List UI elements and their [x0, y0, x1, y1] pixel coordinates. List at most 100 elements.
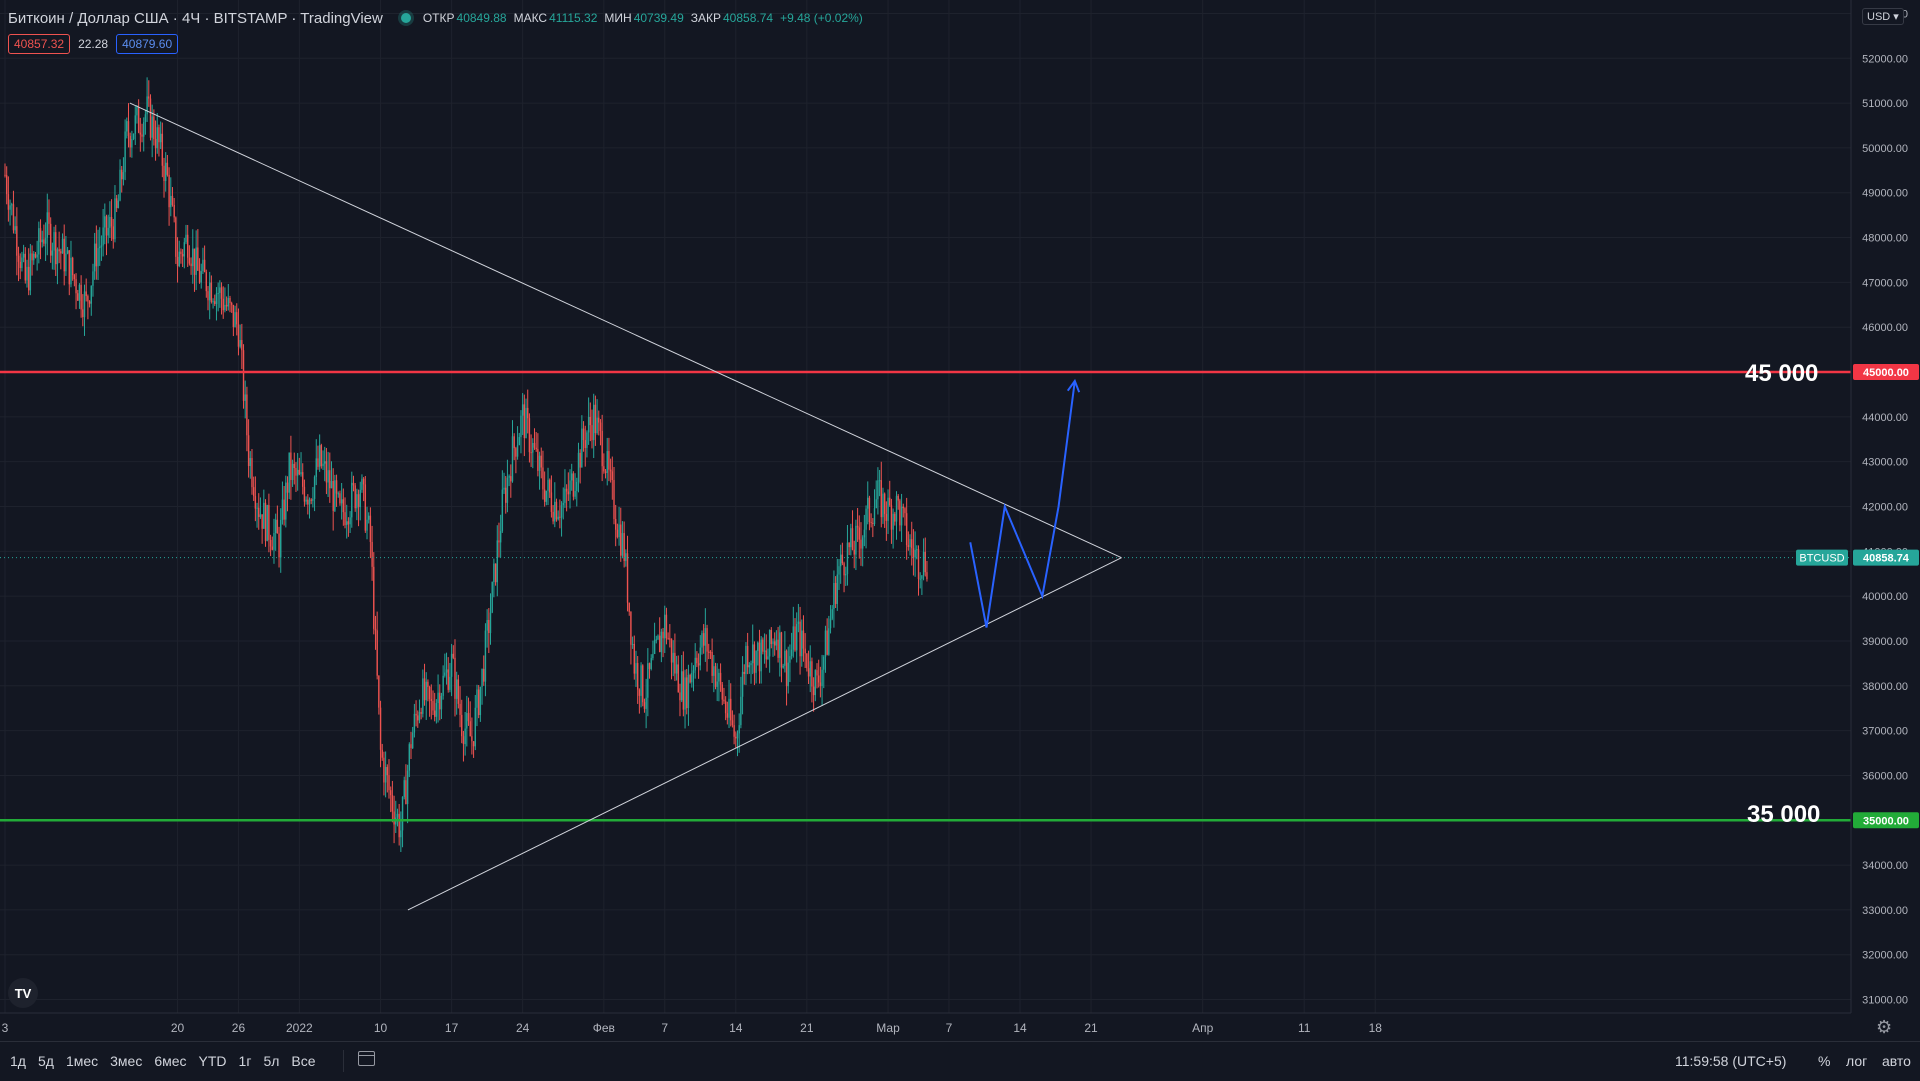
symbol-title[interactable]: Биткоин / Доллар США · 4Ч · BITSTAMP · T… [8, 9, 383, 27]
candle-up [760, 639, 762, 672]
candle-up [315, 458, 317, 477]
candle-up [877, 480, 879, 500]
candle-down [225, 304, 228, 307]
candle-down [726, 713, 729, 718]
candle-down [153, 116, 155, 140]
candle-up [366, 519, 368, 531]
range-ytd[interactable]: YTD [198, 1053, 227, 1069]
candle-up [569, 480, 571, 495]
candle-down [743, 671, 745, 674]
candle-down [555, 501, 558, 520]
candle-down [344, 512, 346, 526]
candle-up [122, 172, 125, 180]
candle-up [425, 681, 427, 701]
candle-up [863, 529, 866, 538]
candle-up [170, 195, 172, 208]
log-toggle[interactable]: лог [1846, 1053, 1868, 1069]
candle-up [489, 612, 492, 634]
candle-down [77, 293, 79, 301]
candle-up [618, 524, 620, 538]
candle-up [413, 713, 416, 733]
candle-down [80, 284, 82, 310]
candle-down [376, 630, 378, 676]
candle-down [609, 469, 612, 472]
candle-down [579, 452, 581, 468]
clock-timezone[interactable]: 11:59:58 (UTC+5) [1675, 1053, 1787, 1069]
candle-down [214, 301, 216, 304]
candle-up [239, 340, 241, 347]
candle-up [435, 703, 438, 717]
candle-down [549, 479, 551, 493]
candle-down [220, 287, 223, 299]
currency-button[interactable]: USD ▾ [1862, 8, 1904, 25]
range-5y[interactable]: 5л [263, 1053, 280, 1069]
candle-up [476, 689, 478, 708]
candle-down [477, 689, 480, 716]
candle-down [604, 471, 607, 473]
candle-up [368, 515, 370, 520]
price-chart[interactable]: 31000.00 32000.00 33000.00 34000.00 35000.00… [0, 0, 1920, 1041]
candle-up [61, 238, 64, 254]
candle-down [242, 350, 245, 401]
price-tick-label: 51000.00 [1862, 98, 1908, 110]
candle-up [466, 713, 468, 729]
price-tick-label: 50000.00 [1862, 143, 1908, 155]
candle-up [501, 489, 504, 532]
price-tick-label: 49000.00 [1862, 188, 1908, 200]
candle-up [224, 304, 226, 311]
candle-down [868, 497, 871, 523]
candle-down [247, 435, 250, 467]
range-5d[interactable]: 5д [37, 1053, 54, 1069]
candle-down [452, 653, 454, 658]
candle-down [494, 563, 497, 583]
buy-price-button[interactable]: 40879.60 [116, 34, 179, 54]
range-all[interactable]: Все [291, 1053, 316, 1069]
candle-down [241, 340, 243, 351]
candle-down [236, 312, 238, 325]
candle-down [307, 499, 309, 505]
candle-up [675, 664, 678, 674]
auto-toggle[interactable]: авто [1882, 1053, 1911, 1069]
percent-toggle[interactable]: % [1818, 1053, 1831, 1069]
candle-down [48, 212, 50, 224]
candle-up [892, 513, 894, 530]
candlestick-series [4, 77, 928, 853]
candle-up [165, 162, 167, 182]
range-1d[interactable]: 1д [10, 1053, 26, 1069]
market-status-icon [400, 13, 411, 23]
candle-down [335, 480, 338, 494]
range-6m[interactable]: 6мес [154, 1053, 187, 1069]
candle-up [701, 633, 703, 648]
range-3m[interactable]: 3мес [110, 1053, 143, 1069]
range-1y[interactable]: 1г [238, 1053, 252, 1069]
candle-up [635, 663, 637, 674]
range-1m[interactable]: 1мес [65, 1053, 99, 1069]
candle-down [513, 436, 515, 449]
candle-down [73, 275, 76, 280]
time-axis-labels[interactable]: 3 20 26 2022 10 17 24 Фев 7 14 21 Мар 7 14 21 Апр 11 18 [2, 1021, 1383, 1035]
candle-up [481, 668, 483, 687]
currency-label: USD [1867, 11, 1891, 23]
symbol-tag-bg [1796, 549, 1848, 566]
candle-down [841, 554, 844, 564]
sell-price-button[interactable]: 40857.32 [8, 34, 71, 54]
candle-down [591, 425, 593, 441]
candle-down [383, 757, 385, 783]
candle-down [907, 545, 910, 547]
projection-path [969, 380, 1076, 628]
candle-up [401, 796, 404, 831]
price-tick-label: 42000.00 [1862, 502, 1908, 514]
settings-gear-icon[interactable]: ⚙ [1876, 1017, 1893, 1037]
candle-down [87, 296, 89, 302]
candle-up [520, 415, 522, 438]
candle-up [51, 250, 54, 256]
calendar-icon[interactable] [358, 1051, 375, 1066]
candle-up [131, 138, 133, 148]
price-axis[interactable] [1851, 0, 1920, 1013]
candle-up [109, 216, 111, 228]
candle-down [364, 484, 367, 531]
time-tick-label: 11 [1298, 1021, 1311, 1035]
candle-down [723, 699, 725, 702]
tradingview-logo-icon[interactable]: TV [8, 978, 38, 1008]
close-label: ЗАКР [690, 11, 721, 25]
